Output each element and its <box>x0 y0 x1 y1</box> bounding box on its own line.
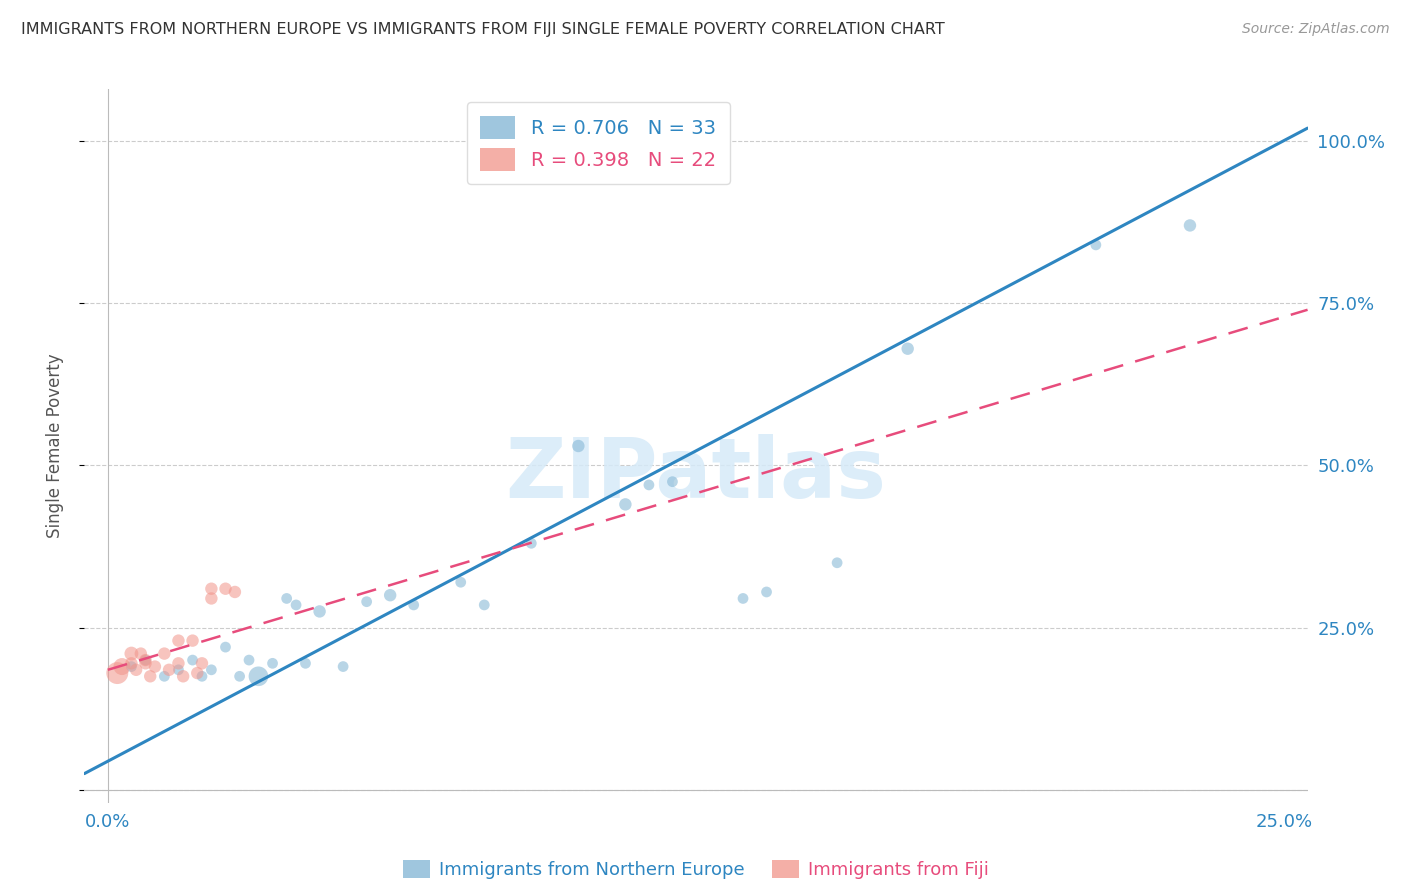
Point <box>276 591 298 606</box>
Point <box>157 663 180 677</box>
Point <box>111 659 134 673</box>
Point <box>897 342 920 356</box>
Point <box>308 604 330 618</box>
Point <box>186 666 208 681</box>
Point <box>661 475 683 489</box>
Point <box>139 669 162 683</box>
Point <box>135 657 157 671</box>
Point <box>191 657 214 671</box>
Point <box>135 653 157 667</box>
Point <box>200 582 222 596</box>
Point <box>167 663 190 677</box>
Point <box>262 657 284 671</box>
Point <box>825 556 848 570</box>
Point <box>238 653 260 667</box>
Y-axis label: Single Female Poverty: Single Female Poverty <box>45 354 63 538</box>
Point <box>153 669 176 683</box>
Point <box>120 659 142 673</box>
Legend: Immigrants from Northern Europe, Immigrants from Fiji: Immigrants from Northern Europe, Immigra… <box>396 853 995 887</box>
Point <box>247 669 270 683</box>
Point <box>472 598 495 612</box>
Point <box>638 478 661 492</box>
Text: IMMIGRANTS FROM NORTHERN EUROPE VS IMMIGRANTS FROM FIJI SINGLE FEMALE POVERTY CO: IMMIGRANTS FROM NORTHERN EUROPE VS IMMIG… <box>21 22 945 37</box>
Point <box>167 657 190 671</box>
Point <box>181 653 204 667</box>
Point <box>125 663 148 677</box>
Point <box>332 659 354 673</box>
Point <box>135 653 157 667</box>
Point <box>224 585 246 599</box>
Point <box>567 439 589 453</box>
Point <box>167 633 190 648</box>
Point <box>181 633 204 648</box>
Point <box>200 591 222 606</box>
Text: ZIPatlas: ZIPatlas <box>506 434 886 515</box>
Point <box>120 647 142 661</box>
Point <box>153 647 176 661</box>
Point <box>214 640 236 654</box>
Point <box>731 591 754 606</box>
Point <box>120 657 142 671</box>
Point <box>356 595 378 609</box>
Point <box>200 663 222 677</box>
Point <box>520 536 543 550</box>
Point <box>191 669 214 683</box>
Point <box>402 598 425 612</box>
Point <box>1084 238 1107 252</box>
Point <box>1178 219 1201 233</box>
Point <box>614 497 637 511</box>
Point <box>380 588 402 602</box>
Text: Source: ZipAtlas.com: Source: ZipAtlas.com <box>1241 22 1389 37</box>
Point <box>143 659 166 673</box>
Point <box>285 598 308 612</box>
Point <box>105 666 128 681</box>
Point <box>228 669 250 683</box>
Point <box>294 657 316 671</box>
Point <box>172 669 194 683</box>
Point <box>755 585 778 599</box>
Point <box>450 575 472 590</box>
Point <box>214 582 236 596</box>
Point <box>129 647 152 661</box>
